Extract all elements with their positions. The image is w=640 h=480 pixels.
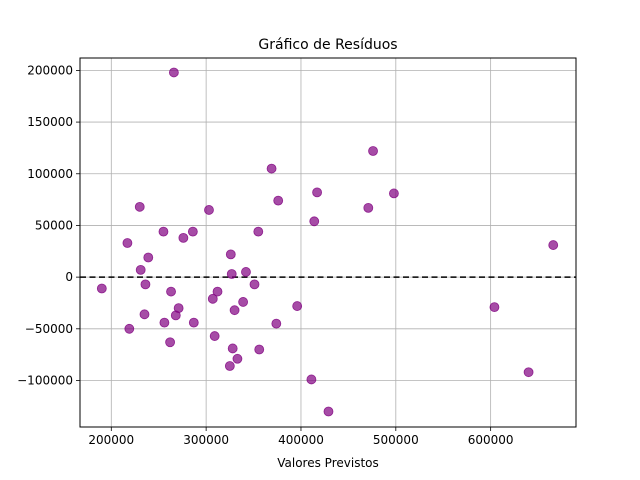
scatter-point xyxy=(292,301,303,311)
y-axis-ticks: −100000 −50000 0 50000 100000 150000 200000 xyxy=(17,63,80,387)
x-tick-label: 600000 xyxy=(468,433,514,447)
x-tick-label: 500000 xyxy=(373,433,419,447)
y-tick-label: −50000 xyxy=(25,322,73,336)
scatter-point xyxy=(323,406,334,417)
scatter-point xyxy=(224,361,235,371)
scatter-point xyxy=(139,309,150,320)
x-tick-label: 300000 xyxy=(183,433,229,447)
scatter-point xyxy=(254,344,265,355)
scatter-point xyxy=(140,279,151,290)
scatter-point xyxy=(135,264,146,275)
scatter-point xyxy=(168,67,179,78)
scatter-point xyxy=(253,226,264,237)
scatter-point xyxy=(226,269,237,279)
plot-area-frame xyxy=(79,57,577,428)
scatter-point xyxy=(173,303,184,314)
scatter-point xyxy=(266,163,277,174)
y-tick-label: 50000 xyxy=(35,218,73,232)
scatter-point xyxy=(166,286,176,297)
scatter-point xyxy=(489,302,500,313)
x-axis-label: Valores Previstos xyxy=(277,456,379,470)
scatter-point xyxy=(178,232,189,243)
scatter-point xyxy=(159,317,170,328)
scatter-point xyxy=(368,146,378,156)
scatter-point xyxy=(363,202,374,213)
scatter-point xyxy=(548,240,559,250)
scatter-point xyxy=(134,201,145,212)
scatter-point xyxy=(209,331,220,341)
scatter-point xyxy=(232,353,243,364)
y-tick-label: 100000 xyxy=(27,167,73,181)
scatter-point xyxy=(124,323,135,334)
scatter-point xyxy=(273,195,284,206)
data-points xyxy=(96,67,559,417)
scatter-point xyxy=(238,297,249,307)
scatter-point xyxy=(188,317,199,328)
chart-title: Gráfico de Resíduos xyxy=(258,37,397,53)
x-tick-label: 200000 xyxy=(88,433,134,447)
scatter-point xyxy=(122,238,133,248)
y-tick-label: 200000 xyxy=(27,63,73,77)
scatter-point xyxy=(96,283,107,294)
grid-lines xyxy=(80,58,576,427)
scatter-point xyxy=(227,343,238,354)
y-tick-label: 150000 xyxy=(27,115,73,129)
scatter-point xyxy=(306,374,317,385)
scatter-point xyxy=(389,188,399,199)
scatter-point xyxy=(241,267,251,277)
y-tick-label: −100000 xyxy=(17,373,73,387)
scatter-point xyxy=(165,337,175,348)
scatter-point xyxy=(207,293,218,304)
scatter-point xyxy=(523,367,534,378)
scatter-point xyxy=(229,305,240,316)
scatter-point xyxy=(309,216,320,227)
x-tick-label: 400000 xyxy=(278,433,324,447)
y-tick-label: 0 xyxy=(65,270,73,284)
scatter-point xyxy=(143,252,154,263)
scatter-point xyxy=(225,249,236,260)
x-axis-ticks: 200000 300000 400000 500000 600000 xyxy=(88,427,514,447)
scatter-point xyxy=(249,279,260,290)
scatter-point xyxy=(271,318,282,329)
scatter-point xyxy=(212,286,223,297)
scatter-point xyxy=(158,226,169,237)
scatter-point xyxy=(312,187,322,198)
scatter-point xyxy=(204,205,214,215)
scatter-point xyxy=(187,226,198,237)
